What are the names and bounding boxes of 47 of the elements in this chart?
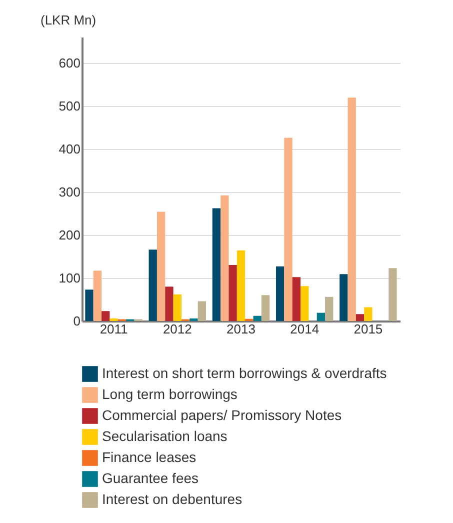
legend-label: Finance leases <box>102 449 196 465</box>
y-tick-label: 600 <box>58 55 80 70</box>
bar <box>173 294 182 321</box>
y-tick-label: 500 <box>58 98 80 114</box>
bar <box>220 195 229 321</box>
x-tick-label: 2012 <box>162 322 192 336</box>
bar <box>253 316 262 321</box>
legend-label: Commercial papers/ Promissory Notes <box>102 407 342 423</box>
bar <box>300 286 309 321</box>
bar <box>228 265 237 321</box>
x-tick-label: 2013 <box>226 322 256 336</box>
bar <box>388 268 397 321</box>
bar <box>236 250 246 321</box>
bar <box>261 295 270 321</box>
y-tick-label: 0 <box>73 314 80 328</box>
bar <box>165 286 174 321</box>
bar <box>85 290 94 321</box>
y-axis-title: (LKR Mn) <box>40 12 96 28</box>
bar <box>110 318 118 321</box>
bar <box>348 98 356 321</box>
bar <box>292 277 301 321</box>
bar <box>316 312 326 321</box>
bar <box>276 266 284 321</box>
bar <box>325 296 334 321</box>
bar <box>93 270 102 321</box>
legend-label: Interest on debentures <box>102 491 242 507</box>
bar <box>340 274 348 321</box>
legend-label: Guarantee fees <box>102 470 199 486</box>
y-tick-label: 200 <box>58 227 80 242</box>
bar <box>148 250 157 321</box>
bar <box>356 314 364 321</box>
bar <box>102 311 110 321</box>
bar <box>284 138 292 321</box>
x-tick-label: 2011 <box>100 322 128 336</box>
legend-label: Interest on short term borrowings & overdrafts <box>102 365 387 381</box>
y-tick-label: 100 <box>58 270 80 286</box>
x-tick-label: 2014 <box>290 322 320 336</box>
bar <box>198 301 206 321</box>
y-tick-label: 300 <box>58 184 80 200</box>
legend-label: Long term borrowings <box>102 386 238 402</box>
bar <box>156 212 166 321</box>
bar <box>190 318 198 321</box>
bar <box>212 208 221 321</box>
bar <box>364 307 372 321</box>
x-tick-label: 2015 <box>354 322 383 336</box>
legend-label: Secularisation loans <box>102 428 228 444</box>
y-tick-label: 400 <box>58 141 80 156</box>
